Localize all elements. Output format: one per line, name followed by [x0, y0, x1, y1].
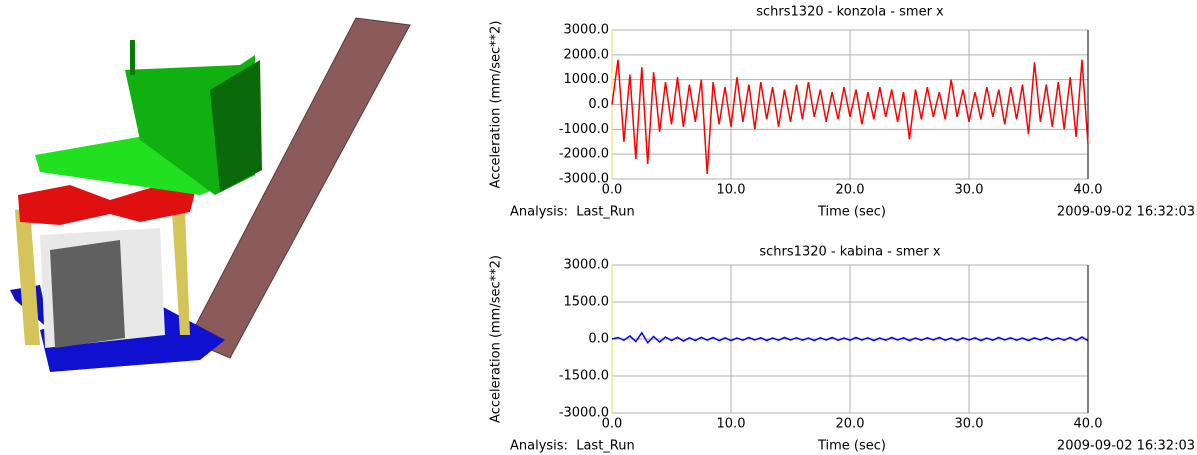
y-tick-label: 3000.0 — [564, 23, 610, 38]
y-axis-label: Acceleration (mm/sec**2) — [489, 21, 504, 189]
y-axis-label: Acceleration (mm/sec**2) — [489, 255, 504, 423]
x-tick-label: 10.0 — [717, 183, 746, 198]
y-tick-label: 3000.0 — [564, 258, 610, 273]
x-tick-label: 40.0 — [1074, 183, 1103, 198]
x-tick-label: 30.0 — [955, 183, 984, 198]
y-tick-label: -1000.0 — [559, 122, 609, 137]
x-axis-label: Time (sec) — [817, 439, 886, 454]
model-3d — [10, 18, 410, 372]
y-tick-label: 0.0 — [588, 332, 609, 347]
analysis-label: Analysis: Last_Run — [510, 205, 635, 220]
y-tick-label: 1500.0 — [564, 295, 610, 310]
x-tick-label: 20.0 — [836, 183, 865, 198]
y-tick-label: -2000.0 — [559, 147, 609, 162]
x-axis-label: Time (sec) — [817, 205, 886, 220]
x-tick-label: 0.0 — [602, 183, 623, 198]
chart-title: schrs1320 - konzola - smer x — [756, 5, 944, 20]
y-tick-label: 1000.0 — [564, 72, 610, 87]
chart-title: schrs1320 - kabina - smer x — [759, 245, 941, 260]
screen: schrs1320 - konzola - smer x Acceleration… — [0, 0, 1197, 455]
x-tick-label: 20.0 — [836, 417, 865, 432]
timestamp: 2009-09-02 16:32:03 — [1057, 205, 1195, 220]
x-tick-label: 40.0 — [1074, 417, 1103, 432]
timestamp: 2009-09-02 16:32:03 — [1057, 439, 1195, 454]
x-tick-label: 10.0 — [717, 417, 746, 432]
analysis-label: Analysis: Last_Run — [510, 439, 635, 454]
y-tick-label: 2000.0 — [564, 47, 610, 62]
y-tick-label: -1500.0 — [559, 369, 609, 384]
y-tick-label: 0.0 — [588, 97, 609, 112]
x-tick-label: 30.0 — [955, 417, 984, 432]
x-tick-label: 0.0 — [602, 417, 623, 432]
